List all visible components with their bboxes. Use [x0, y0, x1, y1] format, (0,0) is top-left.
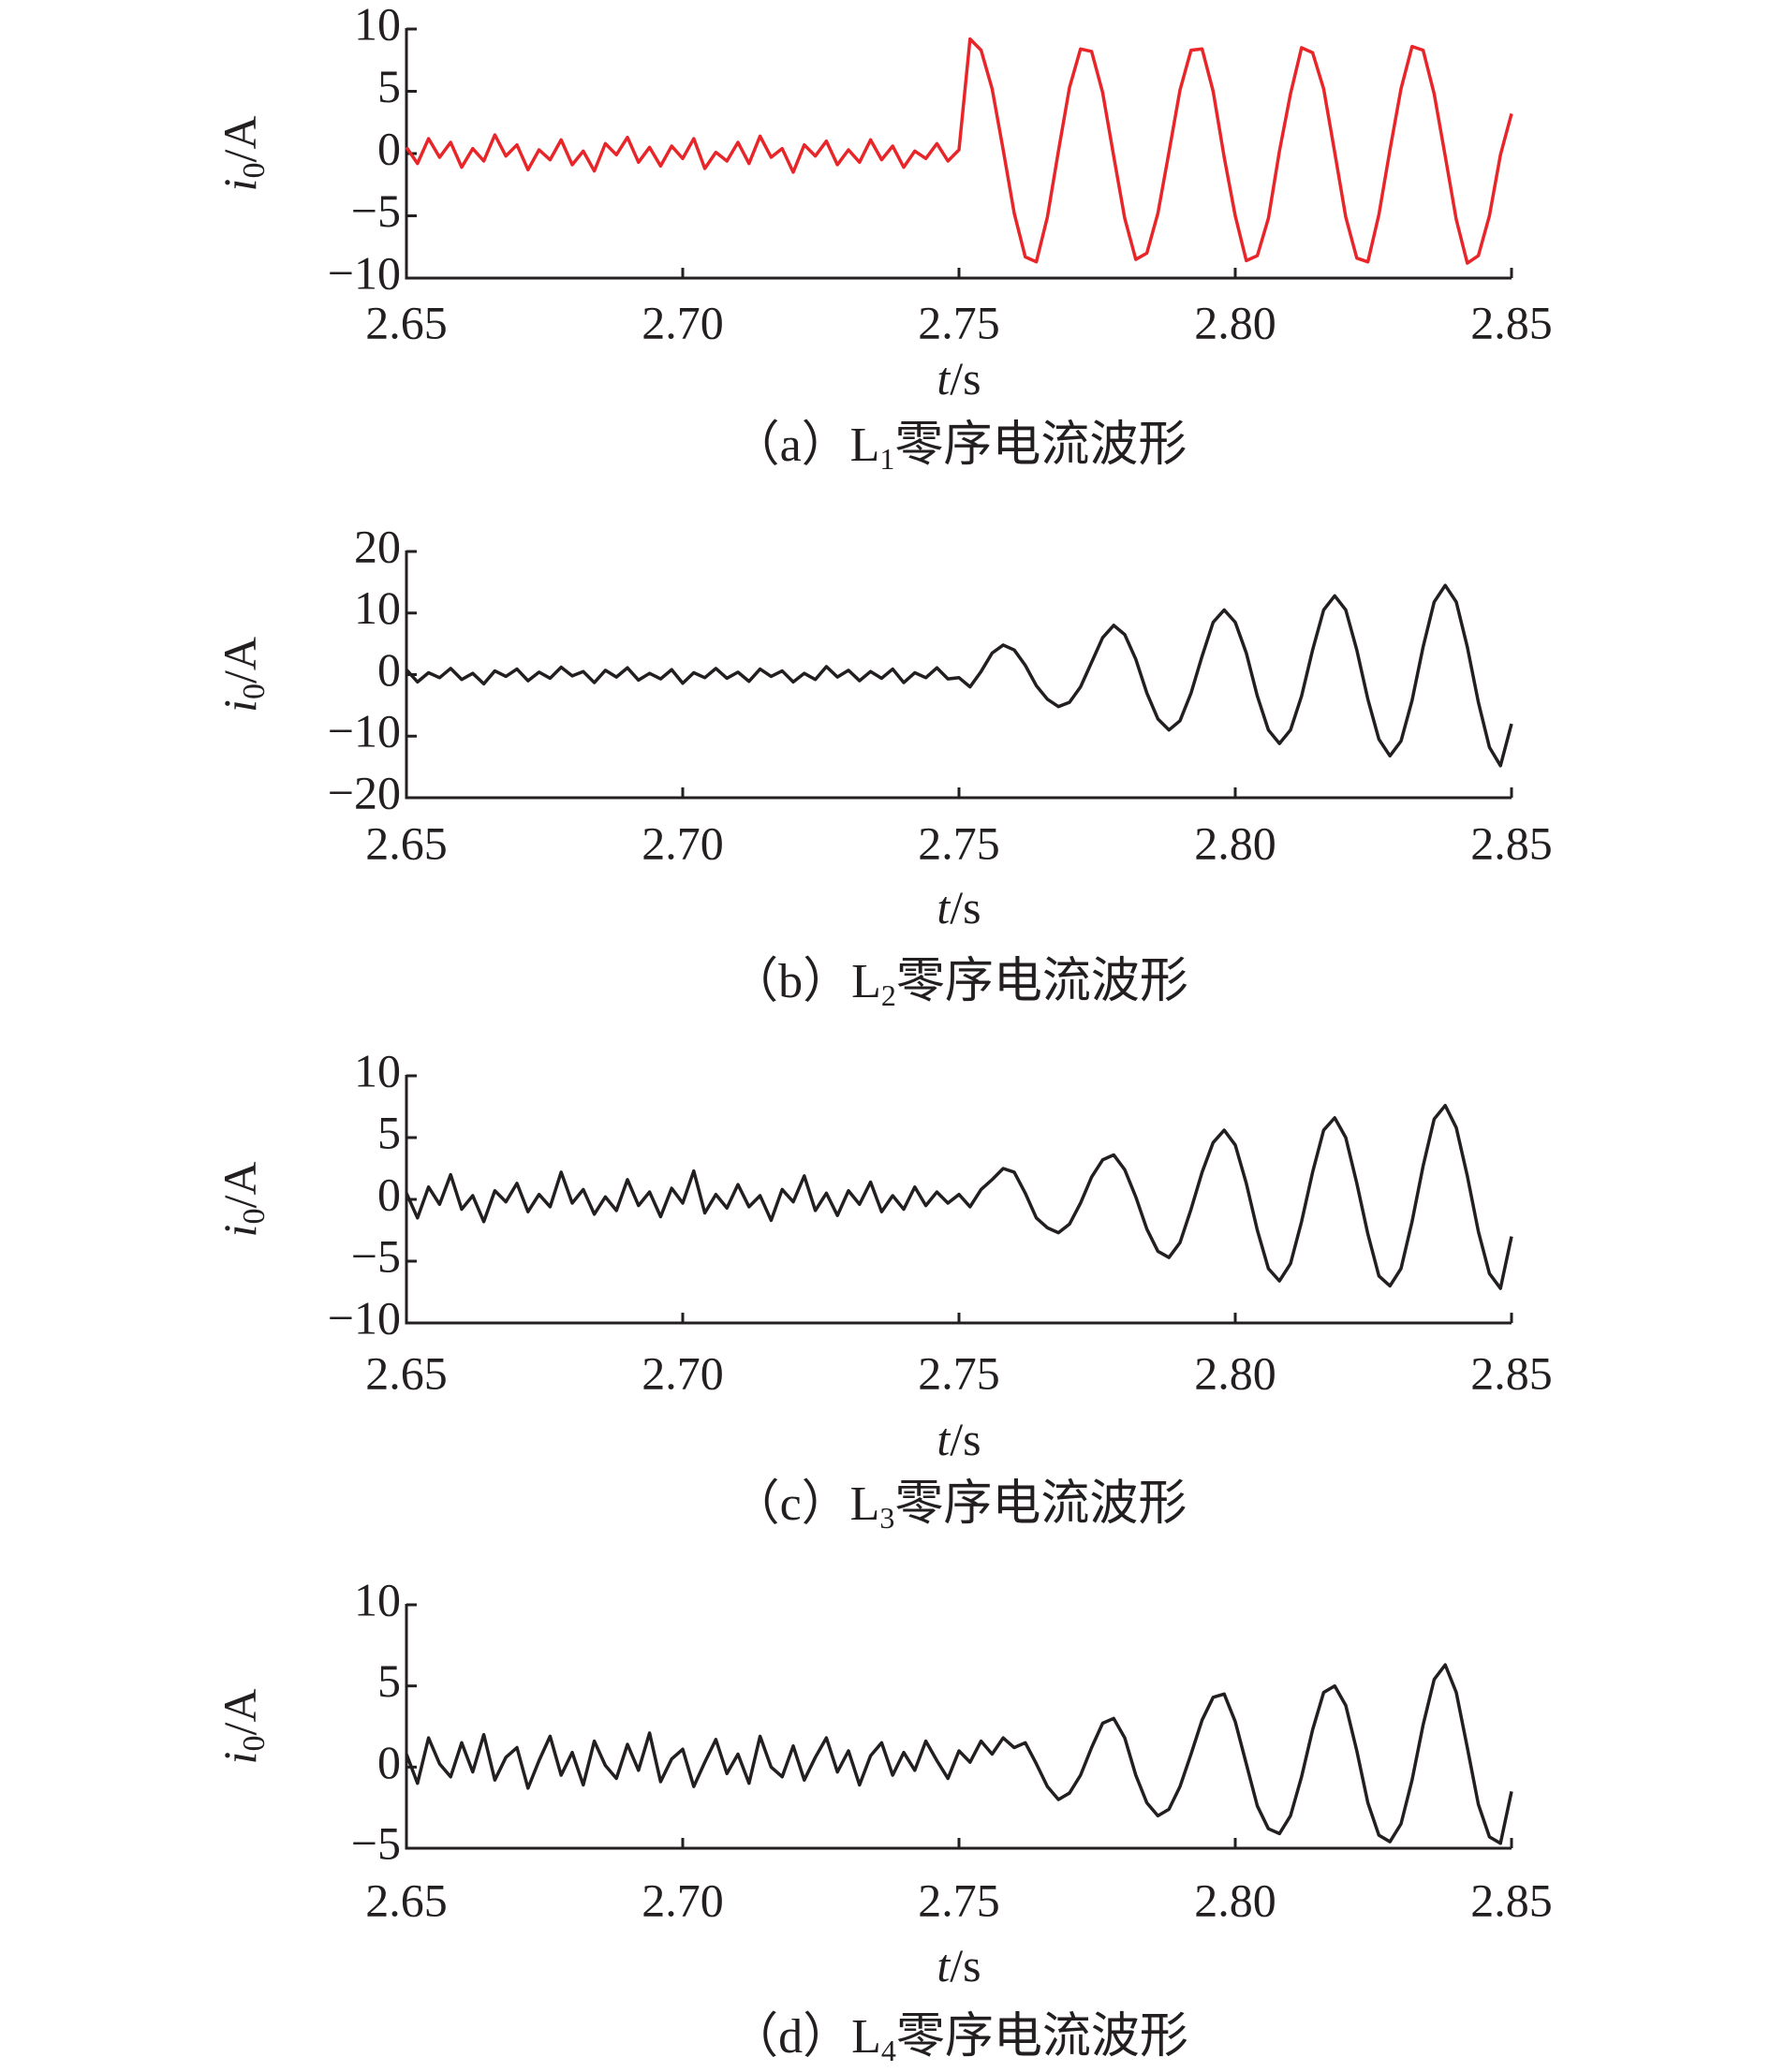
- x-tick-label: 2.80: [1194, 1874, 1276, 1926]
- y-tick-label: −5: [351, 1229, 401, 1282]
- caption-post: 零序电流波形: [894, 1477, 1187, 1531]
- x-tick-label: 2.70: [642, 1874, 724, 1926]
- caption: （a）L1零序电流波形: [731, 419, 1187, 476]
- y-tick-label: 20: [354, 520, 401, 572]
- x-label-unit: /s: [950, 1939, 981, 1991]
- x-tick-label: 2.65: [365, 296, 448, 348]
- y-label-sub: 0: [237, 683, 272, 699]
- waveform: [405, 37, 1513, 265]
- x-label-unit: /s: [950, 881, 981, 933]
- y-tick-label: −10: [328, 1291, 401, 1344]
- y-tick-label: −10: [328, 705, 401, 757]
- caption-post: 零序电流波形: [894, 419, 1187, 472]
- x-axis-label: t/s: [937, 1939, 981, 1991]
- y-tick-label: 10: [354, 0, 401, 50]
- y-label-unit: /A: [214, 637, 266, 683]
- x-label-var: t: [937, 1413, 951, 1465]
- y-axis-label: i0/A: [214, 637, 271, 713]
- caption: （c）L3零序电流波形: [731, 1477, 1187, 1535]
- y-tick-label: −10: [328, 246, 401, 299]
- caption-sub: 2: [881, 978, 896, 1012]
- x-tick-label: 2.85: [1470, 296, 1553, 348]
- y-tick-label: 10: [354, 1044, 401, 1096]
- waveform: [405, 1103, 1513, 1290]
- y-label-unit: /A: [214, 1689, 266, 1736]
- caption-post: 零序电流波形: [896, 955, 1188, 1008]
- x-label-unit: /s: [950, 1413, 981, 1465]
- y-tick-label: −5: [351, 1816, 401, 1869]
- y-label-sub: 0: [237, 163, 272, 179]
- x-tick-label: 2.75: [918, 296, 1000, 348]
- x-tick-label: 2.75: [918, 816, 1000, 869]
- x-tick-label: 2.85: [1470, 1874, 1553, 1926]
- x-label-var: t: [937, 352, 951, 404]
- y-axis-label: i0/A: [214, 1689, 271, 1765]
- x-tick-label: 2.80: [1194, 296, 1276, 348]
- x-axis-label: t/s: [937, 881, 981, 933]
- x-tick-label: 2.70: [642, 1346, 724, 1399]
- y-tick-label: 0: [377, 122, 401, 174]
- x-tick-label: 2.65: [365, 1346, 448, 1399]
- x-tick-label: 2.85: [1470, 816, 1553, 869]
- y-tick-label: 10: [354, 1573, 401, 1625]
- x-label-var: t: [937, 1939, 951, 1991]
- caption-post: 零序电流波形: [896, 2010, 1188, 2064]
- x-tick-label: 2.70: [642, 296, 724, 348]
- y-tick-label: 5: [377, 60, 401, 112]
- y-label-var: i: [214, 1225, 266, 1238]
- y-label-unit: /A: [214, 116, 266, 163]
- caption: （d）L4零序电流波形: [730, 2010, 1188, 2067]
- y-label-var: i: [214, 179, 266, 192]
- caption-pre: （b）L: [730, 955, 881, 1008]
- y-tick-label: 0: [377, 1168, 401, 1220]
- caption-sub: 1: [879, 442, 894, 476]
- x-axis-label: t/s: [937, 1413, 981, 1465]
- x-tick-label: 2.85: [1470, 1346, 1553, 1399]
- y-label-unit: /A: [214, 1162, 266, 1209]
- x-tick-label: 2.75: [918, 1346, 1000, 1399]
- y-tick-label: 10: [354, 581, 401, 634]
- waveform: [405, 1663, 1513, 1845]
- y-tick-label: 5: [377, 1654, 401, 1707]
- x-tick-label: 2.80: [1194, 816, 1276, 869]
- caption: （b）L2零序电流波形: [730, 955, 1188, 1012]
- y-label-sub: 0: [237, 1209, 272, 1225]
- x-axis-label: t/s: [937, 352, 981, 404]
- y-tick-label: 0: [377, 643, 401, 696]
- x-tick-label: 2.80: [1194, 1346, 1276, 1399]
- caption-pre: （a）L: [731, 419, 880, 472]
- y-label-sub: 0: [237, 1736, 272, 1752]
- x-label-var: t: [937, 881, 951, 933]
- caption-pre: （d）L: [730, 2010, 881, 2064]
- y-tick-label: −5: [351, 184, 401, 237]
- y-axis-label: i0/A: [214, 1162, 271, 1238]
- x-tick-label: 2.70: [642, 816, 724, 869]
- y-label-var: i: [214, 1752, 266, 1765]
- caption-sub: 3: [879, 1501, 894, 1535]
- y-tick-label: 0: [377, 1736, 401, 1788]
- caption-sub: 4: [881, 2034, 896, 2067]
- y-tick-label: 5: [377, 1106, 401, 1158]
- y-tick-label: −20: [328, 766, 401, 818]
- x-label-unit: /s: [950, 352, 981, 404]
- y-label-var: i: [214, 699, 266, 713]
- caption-pre: （c）L: [731, 1477, 880, 1531]
- waveform: [405, 583, 1513, 768]
- x-tick-label: 2.75: [918, 1874, 1000, 1926]
- y-axis-label: i0/A: [214, 116, 271, 192]
- x-tick-label: 2.65: [365, 816, 448, 869]
- x-tick-label: 2.65: [365, 1874, 448, 1926]
